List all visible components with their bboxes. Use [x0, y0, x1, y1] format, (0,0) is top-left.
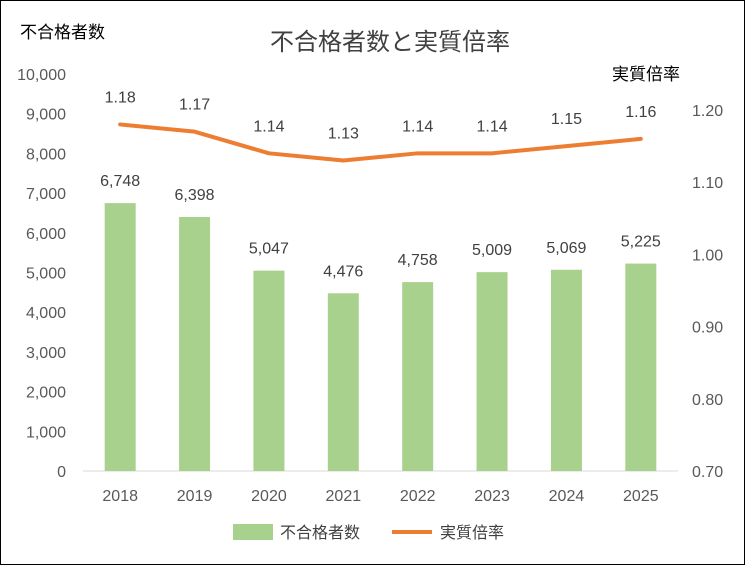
x-tick-label: 2018	[102, 488, 138, 505]
line-data-label: 1.15	[551, 111, 582, 128]
bar	[104, 203, 136, 471]
y2-tick-label: 1.00	[692, 247, 723, 264]
bar-data-label: 6,398	[175, 187, 215, 204]
bar-data-label: 4,758	[398, 252, 438, 269]
bar-data-label: 5,225	[621, 234, 661, 251]
bar	[402, 282, 434, 471]
y-tick-label: 1,000	[26, 424, 66, 441]
bar-data-label: 6,748	[100, 173, 140, 190]
y2-axis-ticks: 0.70 0.80 0.90 1.00 1.10 1.20	[692, 103, 723, 481]
y-axis-ticks: 0 1,000 2,000 3,000 4,000 5,000 6,000 7,000 8,00…	[17, 67, 66, 481]
y-tick-label: 8,000	[26, 146, 66, 163]
bar-data-label: 4,476	[323, 263, 363, 280]
y-tick-label: 10,000	[17, 67, 66, 84]
legend-swatch-bar	[233, 524, 273, 540]
y-tick-label: 6,000	[26, 226, 66, 243]
y-tick-label: 9,000	[26, 107, 66, 124]
line-series	[118, 122, 643, 163]
bar	[179, 216, 211, 471]
x-tick-label: 2020	[251, 488, 287, 505]
y2-tick-label: 0.70	[692, 464, 723, 481]
line-data-label: 1.13	[328, 126, 359, 143]
x-tick-label: 2023	[474, 488, 510, 505]
y2-tick-label: 1.10	[692, 175, 723, 192]
x-tick-label: 2022	[400, 488, 436, 505]
y-tick-label: 5,000	[26, 266, 66, 283]
bar-data-label: 5,009	[472, 242, 512, 259]
y-tick-label: 2,000	[26, 385, 66, 402]
y-axis-title: 不合格者数	[20, 23, 105, 43]
y-tick-label: 4,000	[26, 305, 66, 322]
chart-title: 不合格者数と実質倍率	[270, 28, 510, 56]
x-tick-label: 2019	[177, 488, 213, 505]
y2-axis-title: 実質倍率	[612, 65, 680, 85]
bar	[253, 270, 285, 471]
bar-data-labels: 6,748 6,398 5,047 4,476 4,758 5,009 5,069 5,225	[100, 173, 661, 280]
bar	[327, 293, 359, 471]
line-data-labels: 1.18 1.17 1.14 1.13 1.14 1.14 1.15 1.16	[105, 89, 657, 142]
x-axis-ticks: 2018 2019 2020 2021 2022 2023 2024 2025	[102, 488, 658, 505]
legend-label-bar: 不合格者数	[280, 523, 360, 542]
line-data-label: 1.17	[179, 97, 210, 114]
bar	[476, 272, 508, 471]
line-data-label: 1.14	[476, 118, 507, 135]
line-data-label: 1.18	[105, 89, 136, 106]
line-data-label: 1.14	[402, 118, 433, 135]
y-tick-label: 0	[57, 464, 66, 481]
bar	[625, 263, 657, 471]
x-tick-label: 2021	[326, 488, 362, 505]
x-tick-label: 2025	[623, 488, 659, 505]
bar-series	[104, 203, 657, 471]
y2-tick-label: 0.80	[692, 392, 723, 409]
y2-tick-label: 1.20	[692, 103, 723, 120]
x-tick-label: 2024	[549, 488, 585, 505]
y2-tick-label: 0.90	[692, 320, 723, 337]
ratio-line	[118, 122, 643, 163]
line-data-label: 1.16	[625, 104, 656, 121]
y-tick-label: 7,000	[26, 186, 66, 203]
legend-label-line: 実質倍率	[440, 523, 504, 542]
bar-data-label: 5,069	[546, 240, 586, 257]
bar	[550, 269, 582, 471]
line-data-label: 1.14	[253, 118, 284, 135]
bar-data-label: 5,047	[249, 241, 289, 258]
legend: 不合格者数 実質倍率	[233, 523, 504, 542]
y-tick-label: 3,000	[26, 345, 66, 362]
